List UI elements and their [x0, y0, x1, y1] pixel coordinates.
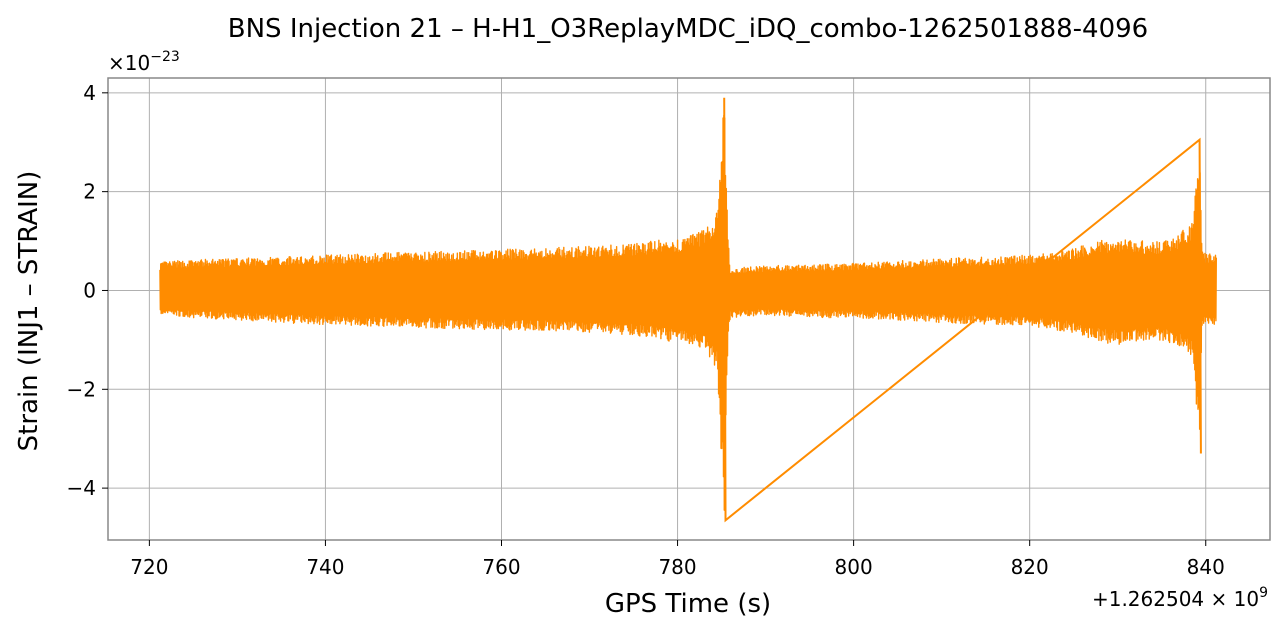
y-tick-label: 4 — [83, 81, 96, 105]
y-tick-label: −2 — [67, 377, 96, 401]
plot-frame — [107, 77, 1271, 541]
x-axis-label: GPS Time (s) — [605, 589, 771, 619]
y-tick-label: 0 — [83, 278, 96, 302]
strain-line — [159, 114, 1217, 511]
x-tick-label: 720 — [130, 555, 168, 579]
x-ticks: 720 740 760 780 800 820 840 — [130, 540, 1225, 579]
x-tick-label: 840 — [1187, 555, 1225, 579]
x-offset-label: +1.262504 × 109 — [1092, 585, 1268, 611]
y-tick-label: 2 — [83, 180, 96, 204]
series-layer — [159, 97, 1217, 523]
x-tick-label: 820 — [1011, 555, 1049, 579]
x-tick-label: 760 — [482, 555, 520, 579]
y-scale-label: ×10−23 — [108, 49, 180, 75]
y-ticks: −4 −2 0 2 4 — [67, 81, 108, 500]
x-tick-label: 740 — [306, 555, 344, 579]
x-tick-label: 780 — [658, 555, 696, 579]
y-axis-label: Strain (INJ1 – STRAIN) — [14, 171, 44, 452]
x-tick-label: 800 — [835, 555, 873, 579]
chart-title: BNS Injection 21 – H-H1_O3ReplayMDC_iDQ_… — [228, 14, 1148, 44]
glitch-spikes — [723, 97, 1202, 523]
y-tick-label: −4 — [67, 476, 96, 500]
